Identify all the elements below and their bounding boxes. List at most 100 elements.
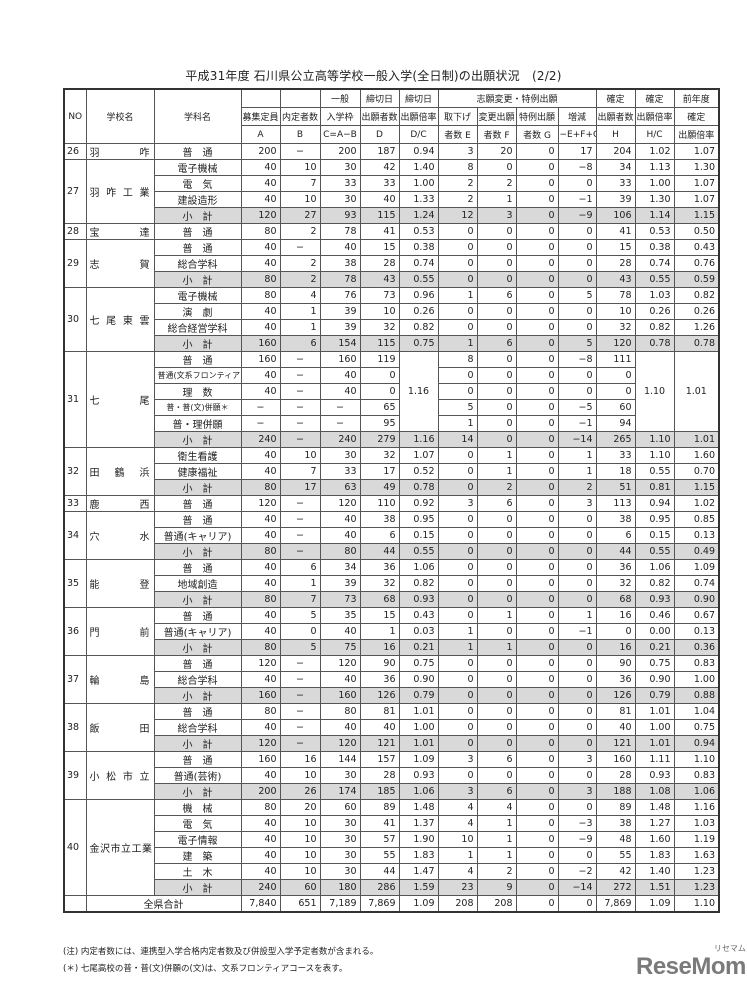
cell-d: 115 xyxy=(359,207,400,224)
school-name: 輪 島 xyxy=(85,654,155,704)
cell-g: 0 xyxy=(515,271,559,288)
cell-g: 0 xyxy=(515,446,559,464)
school-number: 38 xyxy=(63,702,87,752)
department-name: 普通(キャリア) xyxy=(153,526,242,544)
col-a-l3: A xyxy=(240,125,281,144)
cell-f: 1 xyxy=(476,814,517,832)
cell-a: 80 xyxy=(240,638,281,656)
department-name: 地域創造 xyxy=(153,574,242,592)
cell-e: 1 xyxy=(437,287,478,304)
footnotes: (注) 内定者数には、連携型入学合格内定者数及び併設型入学予定者数が含まれる。 … xyxy=(63,944,378,978)
cell-d: 185 xyxy=(359,782,400,800)
cell-e: 3 xyxy=(437,782,478,800)
cell-dc: 0.26 xyxy=(398,303,439,320)
col-h-l3: H xyxy=(595,125,636,144)
department-name: 普 通 xyxy=(153,702,242,720)
col-dc-l3: D/C xyxy=(398,125,439,144)
cell-h: 33 xyxy=(595,446,636,464)
cell-prev: 0.36 xyxy=(673,638,720,656)
cell-dc: 1.09 xyxy=(398,750,439,768)
cell-e: 0 xyxy=(437,766,478,784)
cell-c: 78 xyxy=(319,271,361,288)
cell-b: − xyxy=(279,351,321,368)
cell-b: 10 xyxy=(279,846,321,864)
cell-a: 40 xyxy=(240,830,281,848)
col-hc-l3: H/C xyxy=(634,125,675,144)
cell-hc: 1.51 xyxy=(634,878,675,896)
cell-h: 28 xyxy=(595,766,636,784)
subtotal-row: 小 計 200 26 174 185 1.06 3 6 0 3 188 1.08 1.06 xyxy=(64,782,720,800)
footnote: (注) 内定者数には、連携型入学合格内定者数及び併設型入学予定者数が含まれる。 xyxy=(63,947,379,957)
cell-prev: 0.70 xyxy=(673,462,720,480)
cell-inc: 1 xyxy=(557,606,597,624)
cell-e: 3 xyxy=(437,750,478,768)
cell-c: 40 xyxy=(319,239,361,256)
cell-f: 1 xyxy=(476,462,517,480)
cell-e: 0 xyxy=(437,654,478,672)
cell-prev: 1.60 xyxy=(673,446,720,464)
school-number: 30 xyxy=(63,287,87,352)
cell-b: 2 xyxy=(279,255,321,272)
department-name: 普・普(文)併願＊ xyxy=(153,398,242,416)
cell-c: 40 xyxy=(319,622,361,640)
cell-b: − xyxy=(279,702,321,720)
cell-b: 27 xyxy=(279,207,321,224)
cell-dc: 0.79 xyxy=(398,686,439,704)
cell-a: 80 xyxy=(240,542,281,560)
school-number: 36 xyxy=(63,606,87,656)
cell-d: 32 xyxy=(359,574,400,592)
cell-h: 0 xyxy=(595,382,636,400)
cell-f: 1 xyxy=(476,830,517,848)
cell-c: 39 xyxy=(319,303,361,320)
department-name: 土 木 xyxy=(153,862,242,880)
cell-f: 0 xyxy=(476,351,517,368)
cell-d: 40 xyxy=(359,191,400,208)
department-name: 小 計 xyxy=(153,335,242,352)
cell-e: 8 xyxy=(437,159,478,176)
department-name: 小 計 xyxy=(153,542,242,560)
col-d-l1: 締切日 xyxy=(359,88,400,108)
cell-d: 1 xyxy=(359,622,400,640)
cell-c: 39 xyxy=(319,319,361,336)
cell-g: 0 xyxy=(515,814,559,832)
cell-d: 44 xyxy=(359,542,400,560)
cell-prev: 0.83 xyxy=(673,766,720,784)
cell-prev: 1.23 xyxy=(673,862,720,880)
cell-e: 0 xyxy=(437,446,478,464)
cell-e: 5 xyxy=(437,398,478,416)
department-name: 電 気 xyxy=(153,814,242,832)
cell-f: 0 xyxy=(476,654,517,672)
cell-b: − xyxy=(279,143,321,160)
cell-h: 36 xyxy=(595,558,636,576)
cell-a: 40 xyxy=(240,446,281,464)
department-name: 普 通 xyxy=(153,558,242,576)
cell-h: 81 xyxy=(595,702,636,720)
col-g-l2: 特例出願 xyxy=(515,107,559,126)
cell-c: 120 xyxy=(319,734,361,752)
cell-c: 120 xyxy=(319,654,361,672)
cell-b: − xyxy=(279,686,321,704)
cell-f: 0 xyxy=(476,430,517,448)
cell-prev: 0.75 xyxy=(673,718,720,736)
cell-e: 8 xyxy=(437,351,478,368)
cell-d: 126 xyxy=(359,686,400,704)
cell-e: 4 xyxy=(437,798,478,816)
cell-g: 0 xyxy=(515,255,559,272)
department-name: 小 計 xyxy=(153,271,242,288)
cell-g: 0 xyxy=(515,574,559,592)
total-cell-inc: 0 xyxy=(557,894,597,913)
col-school: 学校名 xyxy=(85,88,155,144)
cell-f: 0 xyxy=(476,622,517,640)
table-row: 29 志 賀普 通 40−40 15 0.38 0 0 0 0 15 0.38 0.43 xyxy=(63,239,720,288)
cell-d: 110 xyxy=(359,494,400,512)
cell-c: 60 xyxy=(319,798,361,816)
cell-b: 20 xyxy=(279,798,321,816)
cell-g: 0 xyxy=(515,734,559,752)
cell-h: 55 xyxy=(595,846,636,864)
cell-f: 1 xyxy=(476,606,517,624)
cell-inc: 5 xyxy=(557,287,597,304)
cell-a: 160 xyxy=(240,686,281,704)
subtotal-row: 小 計 80 2 78 43 0.55 0 0 0 0 43 0.55 0.59 xyxy=(64,271,720,288)
cell-d: 44 xyxy=(359,862,400,880)
cell-g: 0 xyxy=(515,782,559,800)
